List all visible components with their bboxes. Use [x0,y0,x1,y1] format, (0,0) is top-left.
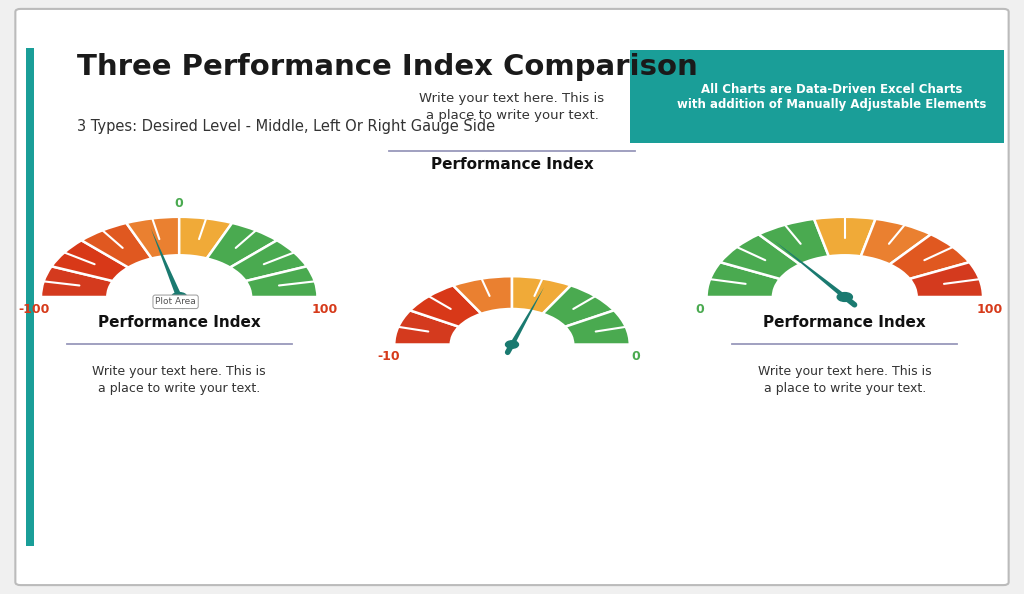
Text: Three Performance Index Comparison: Three Performance Index Comparison [77,53,697,81]
Text: 100: 100 [977,304,1004,317]
Text: 3 Types: Desired Level - Middle, Left Or Right Gauge Side: 3 Types: Desired Level - Middle, Left Or… [77,119,495,134]
Wedge shape [861,219,931,264]
Wedge shape [82,223,152,267]
Wedge shape [707,262,780,297]
Wedge shape [394,310,459,345]
Wedge shape [179,217,232,258]
Polygon shape [631,50,658,143]
Wedge shape [890,234,970,279]
Circle shape [838,293,852,301]
FancyBboxPatch shape [15,9,1009,585]
Wedge shape [565,310,630,345]
Text: -10: -10 [377,350,399,363]
Wedge shape [41,266,113,297]
Polygon shape [510,287,544,345]
Text: Write your text here. This is
a place to write your text.: Write your text here. This is a place to… [758,365,932,395]
Wedge shape [246,266,317,297]
Text: Performance Index: Performance Index [98,315,260,330]
Wedge shape [720,234,800,279]
Wedge shape [126,217,179,258]
Wedge shape [759,219,828,264]
Wedge shape [543,285,614,327]
Text: Write your text here. This is
a place to write your text.: Write your text here. This is a place to… [92,365,266,395]
Wedge shape [814,217,876,257]
Text: Performance Index: Performance Index [431,157,593,172]
Text: 0: 0 [631,350,640,363]
Text: 0: 0 [175,197,183,210]
Wedge shape [51,241,128,281]
Polygon shape [773,240,847,298]
Wedge shape [512,276,571,314]
Wedge shape [909,262,983,297]
Text: 0: 0 [695,304,705,317]
Text: -100: -100 [18,304,50,317]
Text: Write your text here. This is
a place to write your text.: Write your text here. This is a place to… [420,92,604,122]
Text: All Charts are Data-Driven Excel Charts
with addition of Manually Adjustable Ele: All Charts are Data-Driven Excel Charts … [677,83,987,110]
Wedge shape [410,285,481,327]
Circle shape [172,293,186,301]
Wedge shape [230,241,307,281]
Circle shape [506,341,518,348]
Text: Performance Index: Performance Index [764,315,926,330]
FancyBboxPatch shape [630,50,1004,143]
Text: 100: 100 [311,304,338,317]
Wedge shape [453,276,512,314]
FancyBboxPatch shape [26,48,34,546]
Polygon shape [151,228,182,298]
Wedge shape [207,223,276,267]
Text: Plot Area: Plot Area [156,298,196,307]
